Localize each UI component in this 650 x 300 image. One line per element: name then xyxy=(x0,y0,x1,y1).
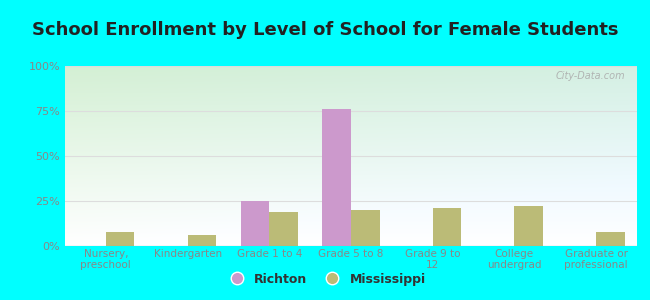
Bar xyxy=(351,210,380,246)
Bar xyxy=(269,212,298,246)
Legend: Richton, Mississippi: Richton, Mississippi xyxy=(219,268,431,291)
Bar xyxy=(188,235,216,246)
Text: School Enrollment by Level of School for Female Students: School Enrollment by Level of School for… xyxy=(32,21,618,39)
Bar xyxy=(106,232,135,246)
Bar xyxy=(240,201,269,246)
Text: City-Data.com: City-Data.com xyxy=(556,71,625,81)
Bar xyxy=(322,109,351,246)
Bar xyxy=(596,232,625,246)
Bar xyxy=(514,206,543,246)
Bar xyxy=(433,208,462,246)
